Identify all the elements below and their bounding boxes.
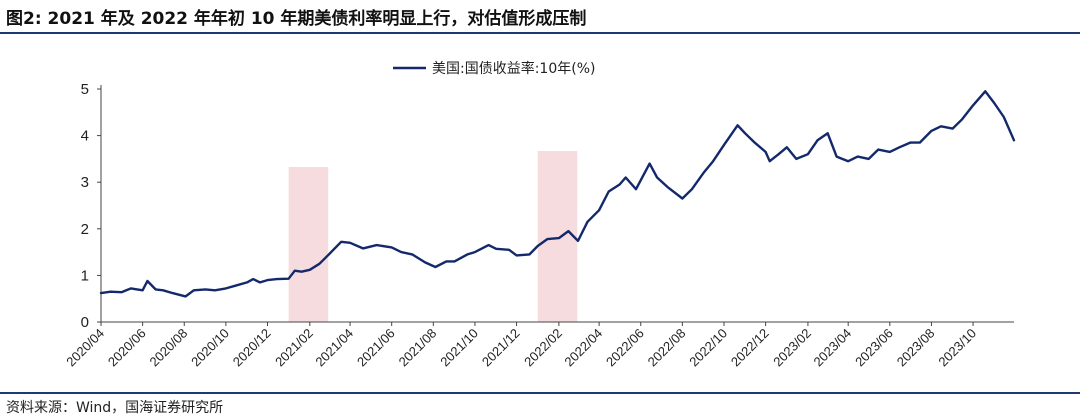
x-tick-label: 2022/02 <box>521 326 565 370</box>
x-tick-label: 2022/04 <box>561 326 605 370</box>
series-layer <box>99 90 1016 298</box>
x-tick-labels: 2020/042020/062020/082020/102020/122021/… <box>63 326 979 370</box>
x-tick-label: 2022/08 <box>645 326 689 370</box>
source-note: 资料来源：Wind，国海证券研究所 <box>6 400 224 416</box>
y-tick-label: 5 <box>81 81 89 98</box>
x-tick-label: 2020/04 <box>63 326 107 370</box>
x-tick-label: 2021/08 <box>396 326 440 370</box>
x-tick-label: 2020/08 <box>147 326 191 370</box>
y-tick-labels: 0 1 2 3 4 5 <box>81 81 89 331</box>
highlight-bands <box>288 151 578 322</box>
chart-legend: 美国:国债收益率:10年(%) <box>393 60 595 77</box>
x-tick-label: 2022/12 <box>728 326 772 370</box>
highlight-band <box>537 151 578 322</box>
chart-axes <box>97 85 1014 326</box>
bottom-rule <box>0 392 1080 394</box>
x-tick-label: 2021/10 <box>437 326 481 370</box>
x-tick-label: 2022/06 <box>603 326 647 370</box>
x-tick-label: 2020/12 <box>230 326 274 370</box>
x-tick-label: 2023/04 <box>810 326 854 370</box>
y-tick-label: 1 <box>81 267 89 284</box>
x-tick-label: 2023/02 <box>770 326 814 370</box>
legend-label: 美国:国债收益率:10年(%) <box>432 60 595 77</box>
x-tick-label: 2020/10 <box>188 326 232 370</box>
highlight-band <box>288 167 329 322</box>
y-tick-label: 3 <box>81 174 89 191</box>
line-chart: 0 1 2 3 4 5 2020/042020/062020/082020/102020/… <box>63 60 1016 370</box>
y-tick-label: 4 <box>81 128 89 145</box>
x-tick-label: 2023/08 <box>894 326 938 370</box>
x-tick-label: 2022/10 <box>686 326 730 370</box>
x-tick-label: 2020/06 <box>105 326 149 370</box>
x-tick-label: 2021/02 <box>272 326 316 370</box>
x-tick-label: 2021/04 <box>312 326 356 370</box>
x-tick-label: 2023/06 <box>852 326 896 370</box>
figure-title: 图2: 2021 年及 2022 年年初 10 年期美债利率明显上行，对估值形成… <box>6 9 587 29</box>
y-tick-label: 0 <box>81 314 89 331</box>
y-tick-label: 2 <box>81 221 89 238</box>
series-line <box>99 90 1016 298</box>
x-tick-label: 2021/12 <box>479 326 523 370</box>
title-rule <box>0 32 1080 34</box>
x-tick-label: 2021/06 <box>354 326 398 370</box>
x-tick-label: 2023/10 <box>935 326 979 370</box>
